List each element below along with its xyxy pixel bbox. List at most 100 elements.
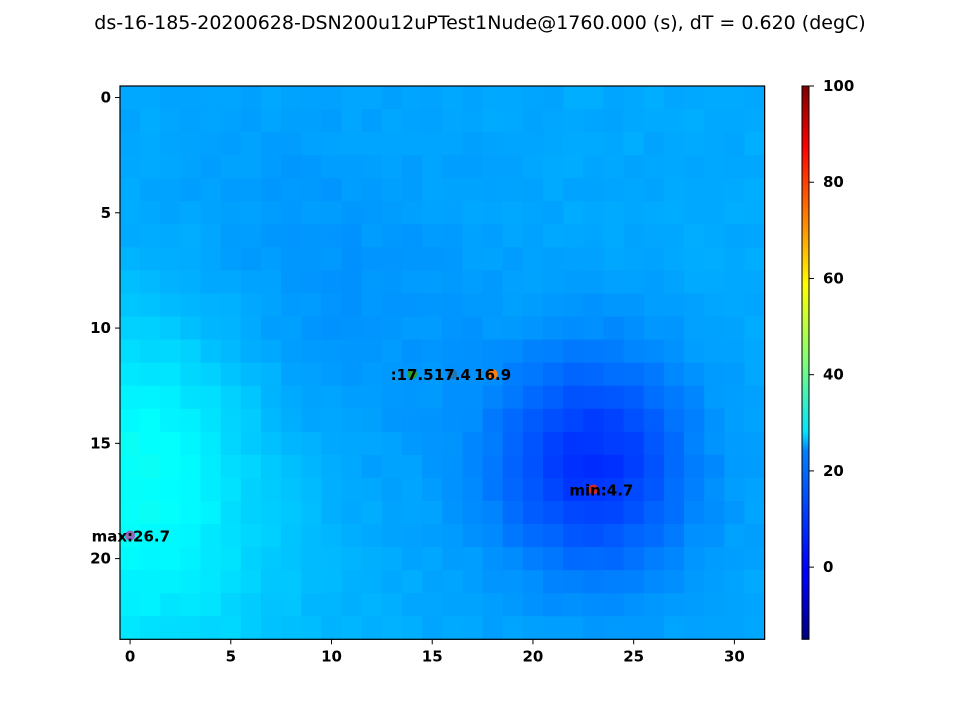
heatmap-cell	[724, 86, 746, 110]
heatmap-cell	[341, 547, 363, 571]
heatmap-cell	[381, 477, 403, 502]
heatmap-cell	[140, 524, 161, 548]
heatmap-cell	[402, 270, 423, 295]
heatmap-cell	[502, 86, 524, 110]
heatmap-cell	[704, 247, 725, 272]
heatmap-cell	[140, 339, 161, 364]
heatmap-cell	[240, 593, 262, 617]
heatmap-cell	[361, 86, 383, 110]
heatmap-cell	[623, 477, 645, 502]
x-tick-label: 5	[226, 647, 236, 665]
heatmap-cell	[522, 86, 544, 110]
heatmap-cell	[261, 86, 282, 110]
heatmap-cell	[361, 408, 383, 433]
heatmap-cell	[704, 431, 725, 456]
heatmap-cell	[180, 454, 202, 479]
heatmap-cell	[180, 593, 202, 617]
heatmap-cell	[684, 316, 705, 341]
colorbar-tick-label: 20	[823, 462, 844, 480]
heatmap-cell	[563, 247, 584, 272]
heatmap-cell	[361, 431, 383, 456]
heatmap-cell	[361, 593, 383, 617]
plot-frame	[119, 85, 766, 640]
heatmap-cell	[361, 109, 383, 133]
heatmap-cell	[402, 454, 423, 479]
heatmap-cell	[724, 570, 746, 594]
heatmap-cell	[422, 362, 443, 387]
heatmap-cell	[583, 385, 605, 410]
heatmap-cell	[482, 500, 504, 525]
heatmap-cell	[462, 385, 484, 410]
heatmap-cell	[583, 293, 605, 318]
heatmap-cell	[200, 224, 222, 248]
annotation-label: :17.5	[391, 366, 434, 384]
heatmap-cell	[301, 477, 323, 502]
heatmap-cell	[321, 593, 343, 617]
heatmap-cell	[261, 524, 282, 548]
heatmap-cell	[663, 155, 685, 179]
heatmap-cell	[341, 201, 363, 225]
heatmap-cell	[361, 570, 383, 594]
annotation-label: 17.4	[434, 366, 471, 384]
heatmap-cell	[200, 477, 222, 502]
heatmap-cell	[724, 362, 746, 387]
heatmap-cell	[381, 454, 403, 479]
heatmap-cell	[603, 570, 625, 594]
heatmap-cell	[381, 132, 403, 156]
heatmap-cell	[603, 178, 625, 202]
heatmap-cell	[160, 132, 182, 156]
heatmap-cell	[583, 155, 605, 179]
heatmap-cell	[341, 500, 363, 525]
heatmap-cell	[482, 178, 504, 202]
heatmap-cell	[442, 86, 464, 110]
heatmap-cell	[643, 362, 665, 387]
heatmap-cell	[684, 500, 705, 525]
heatmap-cell	[744, 132, 766, 156]
heatmap-cell	[402, 500, 423, 525]
heatmap-cell	[724, 132, 746, 156]
heatmap-cell	[684, 547, 705, 571]
heatmap-cell	[442, 224, 464, 248]
heatmap-cell	[583, 339, 605, 364]
x-tick-label: 25	[623, 647, 644, 665]
heatmap-cell	[140, 570, 161, 594]
heatmap-cell	[402, 155, 423, 179]
heatmap-cell	[160, 224, 182, 248]
heatmap-cell	[180, 616, 202, 640]
heatmap-cell	[583, 224, 605, 248]
heatmap-cell	[442, 270, 464, 295]
heatmap-cell	[120, 178, 141, 202]
heatmap-cell	[482, 339, 504, 364]
heatmap-cell	[240, 454, 262, 479]
heatmap-cell	[301, 616, 323, 640]
heatmap-cell	[321, 362, 343, 387]
heatmap-cell	[261, 454, 282, 479]
heatmap-cell	[603, 270, 625, 295]
heatmap-cell	[180, 224, 202, 248]
heatmap-cell	[744, 339, 766, 364]
heatmap-cell	[281, 593, 302, 617]
heatmap-cell	[684, 385, 705, 410]
heatmap-cell	[321, 408, 343, 433]
heatmap-cell	[240, 224, 262, 248]
heatmap-cell	[361, 500, 383, 525]
heatmap-cell	[583, 270, 605, 295]
heatmap-cell	[341, 86, 363, 110]
heatmap-cell	[442, 178, 464, 202]
heatmap-cell	[522, 270, 544, 295]
heatmap-cell	[341, 570, 363, 594]
heatmap-cell	[543, 201, 564, 225]
heatmap-cell	[301, 339, 323, 364]
heatmap-cell	[281, 477, 302, 502]
heatmap-cell	[724, 339, 746, 364]
y-axis-ticks: 0 5 10 15 20	[90, 89, 120, 568]
heatmap-cell	[623, 86, 645, 110]
heatmap-cell	[643, 431, 665, 456]
heatmap-cell	[462, 224, 484, 248]
heatmap-cell	[301, 454, 323, 479]
heatmap-cell	[402, 224, 423, 248]
heatmap-cell	[180, 362, 202, 387]
heatmap-cell	[402, 385, 423, 410]
heatmap-cell	[301, 293, 323, 318]
heatmap-cell	[422, 408, 443, 433]
